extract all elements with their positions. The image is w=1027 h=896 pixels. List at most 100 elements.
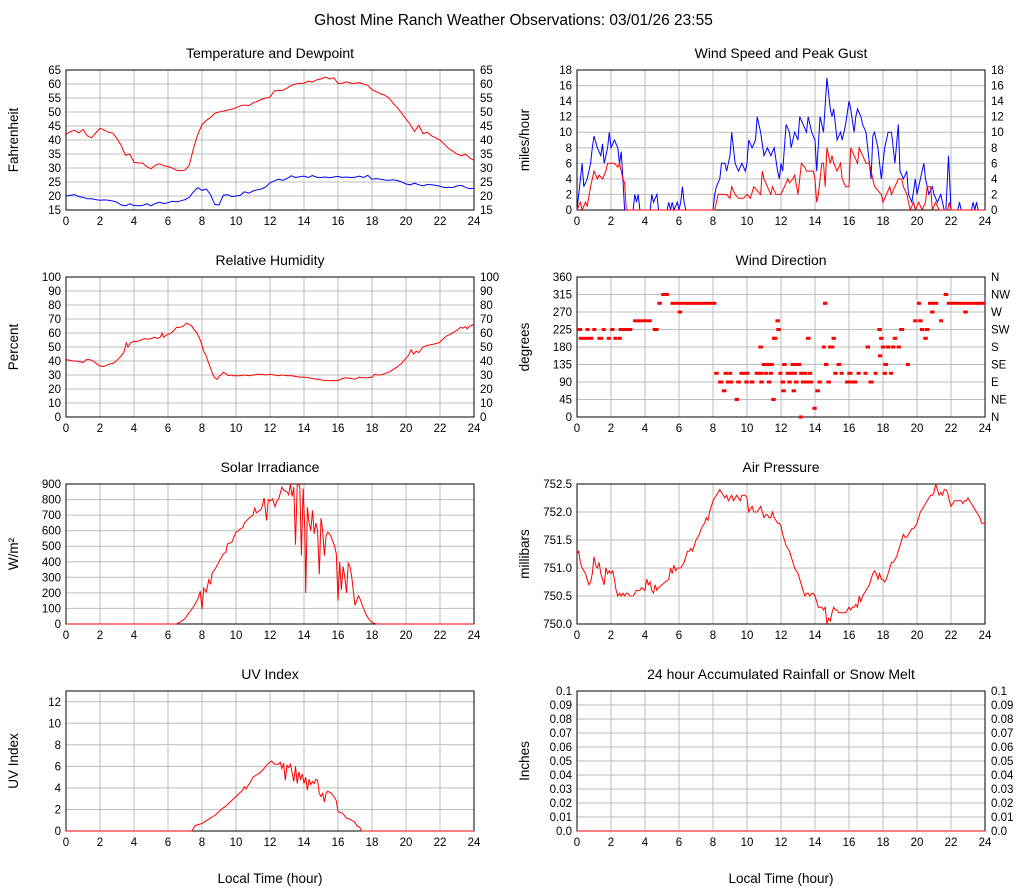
wind-direction-point [782, 363, 787, 366]
series-peak-gust [576, 77, 985, 212]
y-tick-label-right: 10 [480, 398, 493, 410]
y-tick-label: 50 [48, 342, 61, 354]
wind-direction-point [728, 380, 734, 384]
y-tick-label: 20 [48, 191, 61, 203]
y-tick-label: 10 [559, 127, 572, 139]
x-tick-label: 24 [979, 423, 992, 435]
y-tick-label: 50 [48, 107, 61, 119]
x-tick-label: 16 [843, 216, 856, 228]
wind-direction-band [597, 336, 604, 340]
y-tick-label: 600 [42, 526, 61, 538]
chart-solar-irradiance: Solar Irradiance W/m² 0 2 4 6 8 10 12 14 16 18 20 22 2… [4, 454, 509, 661]
x-tick-label: 2 [97, 630, 103, 642]
wind-direction-point [815, 389, 820, 393]
y-axis-label: Percent [6, 323, 21, 370]
x-tick-label: 20 [911, 423, 924, 435]
y-tick-label-right: 60 [480, 79, 493, 91]
y-tick-label-right: 0 [480, 412, 486, 424]
x-tick-label: 6 [165, 423, 171, 435]
x-tick-label: 14 [298, 837, 311, 849]
x-tick-label: 2 [97, 837, 103, 849]
x-tick-label: 24 [468, 423, 481, 435]
y-tick-label: 300 [42, 572, 61, 584]
series-solar [66, 483, 474, 625]
x-tick-label: 8 [710, 216, 716, 228]
x-tick-label: 16 [332, 216, 345, 228]
y-tick-label-right: 40 [480, 135, 493, 147]
wind-direction-band [877, 354, 883, 358]
y-tick-label: 60 [48, 328, 61, 340]
plot-border [65, 483, 475, 625]
wind-direction-band [718, 380, 724, 384]
x-tick-label: 10 [741, 216, 754, 228]
x-tick-label: 22 [434, 630, 447, 642]
y-tick-label-right: 100 [480, 272, 499, 284]
wind-direction-band [821, 345, 826, 349]
x-tick-label: 4 [642, 630, 649, 642]
x-tick-label: 14 [298, 630, 311, 642]
y-tick-label-right: 25 [480, 177, 493, 189]
wind-direction-band [670, 301, 717, 305]
wind-direction-band [613, 336, 618, 340]
wind-direction-band [661, 293, 669, 296]
wind-direction-point [848, 380, 853, 384]
wind-direction-point [823, 301, 828, 305]
y-tick-label: 55 [48, 93, 61, 105]
wind-direction-point [802, 371, 808, 375]
x-tick-label: 18 [877, 837, 890, 849]
x-tick-label: 20 [400, 630, 413, 642]
wind-direction-band [847, 371, 853, 375]
wind-direction-point [919, 328, 925, 331]
x-tick-label: 18 [366, 630, 379, 642]
x-tick-label: 22 [945, 837, 958, 849]
y-tick-label: 70 [48, 314, 61, 326]
y-tick-label-right: SW [991, 325, 1010, 337]
wind-direction-band [618, 328, 633, 331]
wind-direction-point [791, 389, 797, 393]
wind-direction-band [617, 336, 622, 340]
chart-title: Wind Direction [735, 252, 826, 268]
y-tick-label-right: 35 [480, 149, 493, 161]
y-tick-label-right: 90 [480, 286, 493, 298]
wind-direction-point [877, 328, 882, 331]
wind-direction-point [772, 336, 778, 340]
x-tick-label: 10 [741, 630, 754, 642]
chart-wind-speed-gust: Wind Speed and Peak Gust miles/hour 0 2 4 6 8 1… [515, 40, 1020, 247]
x-tick-label: 20 [911, 216, 924, 228]
y-tick-label-right: 16 [991, 81, 1004, 93]
x-tick-label: 20 [911, 630, 924, 642]
y-tick-label: 750.0 [543, 619, 572, 631]
y-tick-label-right: 0.1 [991, 686, 1007, 698]
y-tick-label: 0.07 [550, 728, 572, 740]
x-tick-label: 10 [741, 837, 754, 849]
y-tick-label-right: 60 [480, 328, 493, 340]
x-tick-label: 8 [710, 837, 716, 849]
y-tick-label: 0.05 [550, 756, 572, 768]
x-tick-label: 10 [741, 423, 754, 435]
x-tick-label: 14 [809, 630, 822, 642]
wind-direction-point [769, 363, 774, 366]
y-tick-label-right: 30 [480, 370, 493, 382]
y-tick-label-right: 14 [991, 96, 1004, 108]
y-tick-label: 751.0 [543, 563, 572, 575]
x-tick-label: 0 [574, 216, 580, 228]
page: { "page": { "title": "Ghost Mine Ranch W… [4, 12, 1020, 886]
x-tick-label: 12 [775, 837, 788, 849]
y-tick-label: 90 [48, 286, 61, 298]
x-tick-label: 6 [165, 837, 171, 849]
series-pressure [576, 483, 985, 625]
y-tick-label-right: 10 [991, 127, 1004, 139]
wind-direction-point [785, 371, 791, 375]
y-tick-label: 751.5 [543, 535, 572, 547]
y-tick-label: 315 [553, 290, 572, 302]
wind-direction-point [789, 371, 794, 375]
y-tick-label: 270 [553, 307, 572, 319]
y-tick-label: 16 [559, 81, 572, 93]
wind-direction-point [766, 380, 772, 384]
x-tick-label: 20 [911, 837, 924, 849]
y-tick-label-right: NW [991, 290, 1010, 302]
wind-direction-point [883, 363, 888, 366]
y-tick-label: 0.01 [550, 812, 572, 824]
